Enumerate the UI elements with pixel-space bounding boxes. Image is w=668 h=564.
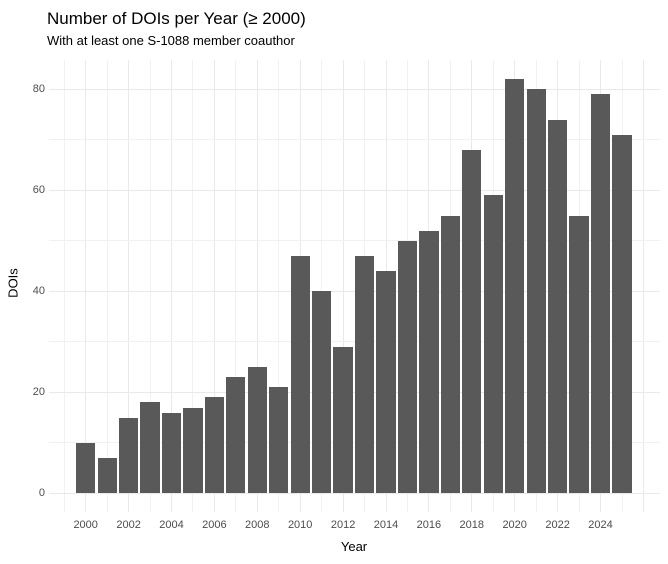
y-tick-label-0: 0	[38, 486, 45, 499]
gridline-major-h-80	[49, 88, 660, 90]
chart-subtitle: With at least one S-1088 member coauthor	[47, 33, 295, 48]
bar-2000	[76, 442, 96, 494]
gridline-minor-h-30	[49, 341, 660, 343]
bar-2012	[333, 346, 353, 494]
bar-2010	[290, 256, 310, 494]
bar-2008	[247, 367, 267, 494]
gridline-major-v-2002	[128, 60, 130, 512]
gridline-major-h-20	[49, 391, 660, 393]
gridline-major-v-2012	[342, 60, 344, 512]
x-tick-label-2010: 2010	[287, 519, 313, 531]
bar-2005	[183, 407, 203, 494]
bar-2025	[612, 134, 632, 494]
chart-title: Number of DOIs per Year (≥ 2000)	[47, 9, 306, 28]
y-tick-label-80: 80	[32, 82, 45, 95]
gridline-minor-v-2001	[106, 60, 108, 512]
bar-2022	[547, 119, 568, 494]
bar-2023	[569, 215, 589, 494]
gridline-minor-v-1999	[63, 60, 65, 512]
x-tick-label-2014: 2014	[373, 519, 399, 531]
gridline-major-h-60	[49, 189, 660, 191]
bar-2009	[269, 387, 289, 494]
x-tick-label-2016: 2016	[416, 519, 442, 531]
gridline-major-v-2006	[213, 60, 215, 512]
y-tick-label-20: 20	[32, 385, 45, 398]
bar-2002	[118, 417, 139, 494]
x-tick-label-2000: 2000	[73, 519, 98, 531]
x-tick-label-2008: 2008	[245, 519, 270, 531]
gridline-major-v-2008	[256, 60, 258, 512]
gridline-major-v-2000	[85, 60, 87, 512]
bar-2016	[419, 230, 439, 494]
bar-2020	[505, 79, 525, 494]
x-tick-label-2006: 2006	[202, 519, 227, 531]
bar-2006	[204, 397, 224, 494]
gridline-minor-v-2003	[149, 60, 151, 512]
bar-2007	[226, 377, 246, 494]
bar-2001	[97, 457, 117, 494]
x-tick-label-2002: 2002	[116, 519, 141, 531]
x-tick-label-2020: 2020	[502, 519, 527, 531]
y-tick-label-40: 40	[32, 284, 45, 297]
gridline-minor-h-10	[49, 442, 660, 444]
bar-2011	[312, 291, 332, 494]
bar-2021	[526, 89, 546, 494]
x-tick-label-2022: 2022	[545, 519, 570, 531]
gridline-minor-v-2005	[192, 60, 194, 512]
bar-2024	[590, 94, 611, 494]
gridline-minor-v-2007	[235, 60, 237, 512]
bar-2018	[462, 149, 482, 494]
gridline-minor-v-2011	[321, 60, 323, 512]
gridline-major-v-2004	[171, 60, 172, 512]
x-tick-label-2024: 2024	[588, 519, 613, 531]
x-tick-label-2012: 2012	[330, 519, 356, 531]
bar-2013	[354, 256, 375, 494]
x-tick-label-2018: 2018	[459, 519, 485, 531]
bar-2015	[397, 240, 418, 494]
gridline-minor-v-2009	[278, 60, 280, 512]
bar-2019	[483, 195, 503, 494]
bar-2014	[376, 271, 396, 494]
bar-2003	[140, 402, 160, 494]
gridline-major-h-0	[49, 492, 660, 494]
gridline-major-h-40	[49, 290, 660, 292]
bar-2017	[440, 215, 460, 494]
gridline-minor-h-70	[49, 139, 660, 141]
bar-2004	[161, 412, 182, 494]
y-tick-label-60: 60	[32, 183, 45, 196]
gridline-minor-h-50	[49, 240, 660, 242]
x-tick-label-2004: 2004	[159, 519, 184, 531]
plot-panel	[49, 60, 660, 512]
gridline-major-v-2026	[642, 60, 644, 512]
x-axis-title: Year	[340, 539, 368, 554]
